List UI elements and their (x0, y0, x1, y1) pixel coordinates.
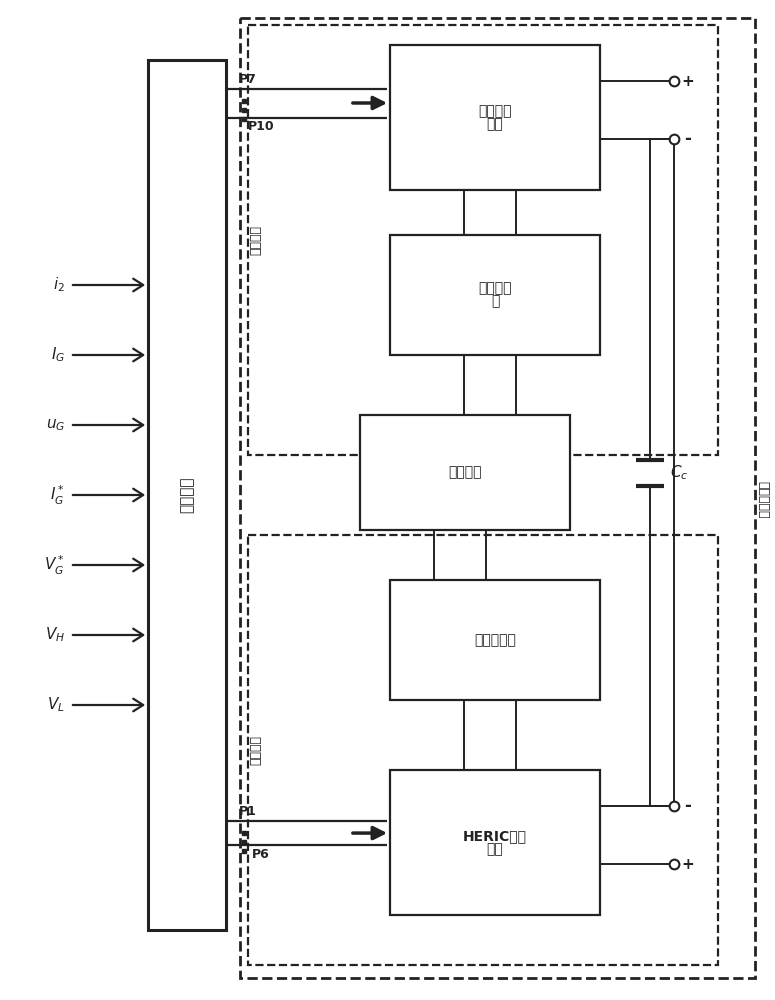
Bar (148, 60, 226, 930)
Text: P10: P10 (248, 120, 274, 133)
Text: $V_H$: $V_H$ (45, 626, 65, 644)
Bar (248, 535, 718, 965)
Text: 消谐单元: 消谐单元 (250, 225, 263, 255)
Bar (360, 415, 570, 530)
Text: 日新变流: 日新变流 (478, 104, 512, 118)
Text: 电路: 电路 (487, 842, 504, 856)
Text: 功率单元: 功率单元 (250, 735, 263, 765)
Text: 消谐滤波: 消谐滤波 (478, 282, 512, 296)
Text: 功率滤波器: 功率滤波器 (474, 633, 516, 647)
Text: $I_G$: $I_G$ (51, 346, 65, 364)
Bar (390, 580, 600, 700)
Text: +: + (682, 857, 694, 872)
Text: P6: P6 (252, 848, 270, 861)
Text: $V_G^*$: $V_G^*$ (44, 553, 65, 577)
Text: $C_c$: $C_c$ (670, 463, 688, 482)
Text: $u_G$: $u_G$ (46, 417, 65, 433)
Bar (390, 235, 600, 355)
Text: P7: P7 (239, 73, 257, 86)
Text: P1: P1 (239, 805, 257, 818)
Text: $I_G^*$: $I_G^*$ (50, 483, 65, 507)
Bar (240, 18, 755, 978)
Text: $i_2$: $i_2$ (53, 276, 65, 294)
Text: -: - (684, 130, 691, 148)
Text: 控制单元: 控制单元 (180, 477, 195, 513)
Text: HERIC变流: HERIC变流 (463, 829, 527, 843)
Text: 电路: 电路 (487, 117, 504, 131)
Text: 器: 器 (491, 294, 499, 308)
Bar (390, 45, 600, 190)
Text: -: - (684, 797, 691, 815)
Text: $V_L$: $V_L$ (47, 696, 65, 714)
Text: 单相电网: 单相电网 (448, 466, 482, 480)
Bar (248, 25, 718, 455)
Text: +: + (682, 74, 694, 89)
Bar (390, 770, 600, 915)
Text: 主回路单元: 主回路单元 (756, 481, 770, 519)
